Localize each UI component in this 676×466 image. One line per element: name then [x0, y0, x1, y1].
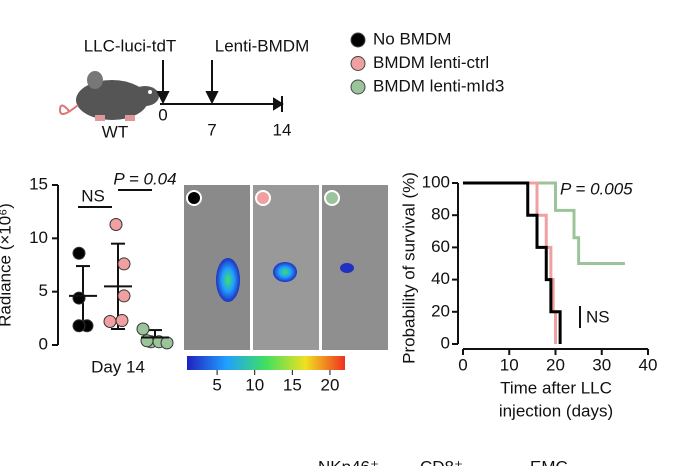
dot	[115, 313, 129, 327]
dot	[136, 322, 150, 336]
survival-curve	[463, 181, 562, 344]
x-category: Day 14	[91, 357, 145, 376]
dot	[160, 336, 174, 350]
dot	[72, 319, 86, 333]
x-tick-label: 40	[639, 355, 658, 374]
y-tick-label: 5	[39, 281, 48, 300]
schematic-label: LLC-luci-tdT	[84, 36, 177, 55]
dot	[117, 289, 131, 303]
y-axis-label: Probability of survival (%)	[399, 172, 418, 364]
legend-label: BMDM lenti-ctrl	[373, 53, 489, 72]
x-axis-label: Time after LLC	[500, 378, 612, 397]
mouse-icon	[58, 71, 159, 121]
dot	[72, 246, 86, 260]
y-tick-label: 0	[441, 333, 450, 352]
footer-label: CD8⁺	[420, 457, 463, 466]
colorbar-label: 15	[283, 375, 302, 394]
legend-marker	[350, 56, 366, 71]
legend-label: BMDM lenti-mId3	[373, 76, 504, 95]
x-tick-label: 10	[500, 355, 519, 374]
strain-label: WT	[102, 122, 128, 141]
dot	[109, 217, 123, 231]
x-tick-label: 20	[546, 355, 565, 374]
y-tick-label: 100	[422, 172, 450, 191]
y-tick-label: 40	[431, 269, 450, 288]
dot	[117, 257, 131, 271]
survival-curve	[463, 181, 557, 344]
x-tick-label: 30	[592, 355, 611, 374]
survival-curve	[463, 181, 625, 265]
mouse-images	[184, 185, 388, 350]
timeline	[156, 60, 284, 112]
annotation: NS	[586, 307, 610, 326]
y-tick-label: 80	[431, 205, 450, 224]
colorbar	[187, 356, 345, 370]
annotation: P = 0.04	[113, 169, 176, 188]
annotation: NS	[81, 186, 105, 205]
y-tick-label: 20	[431, 301, 450, 320]
x-tick-label: 0	[458, 355, 467, 374]
legend-marker	[350, 32, 366, 48]
day-label: 0	[158, 105, 167, 124]
annotation: P = 0.005	[560, 179, 633, 198]
x-axis-label: injection (days)	[499, 401, 613, 420]
day-label: 14	[273, 120, 292, 139]
colorbar-label: 20	[320, 375, 339, 394]
day-label: 7	[207, 120, 216, 139]
dot	[72, 291, 86, 305]
y-axis-label: Radiance (×10⁶)	[0, 203, 14, 327]
schematic-label: Lenti-BMDM	[215, 36, 309, 55]
footer-label: NKp46⁺	[318, 457, 379, 466]
legend-marker	[350, 79, 366, 95]
legend-label: No BMDM	[373, 29, 451, 48]
colorbar-label: 5	[212, 375, 221, 394]
y-tick-label: 10	[29, 228, 48, 247]
dot	[103, 315, 117, 329]
colorbar-label: 10	[245, 375, 264, 394]
y-tick-label: 0	[39, 334, 48, 353]
y-tick-label: 60	[431, 237, 450, 256]
y-tick-label: 15	[29, 174, 48, 193]
footer-label: EMC	[530, 457, 568, 466]
